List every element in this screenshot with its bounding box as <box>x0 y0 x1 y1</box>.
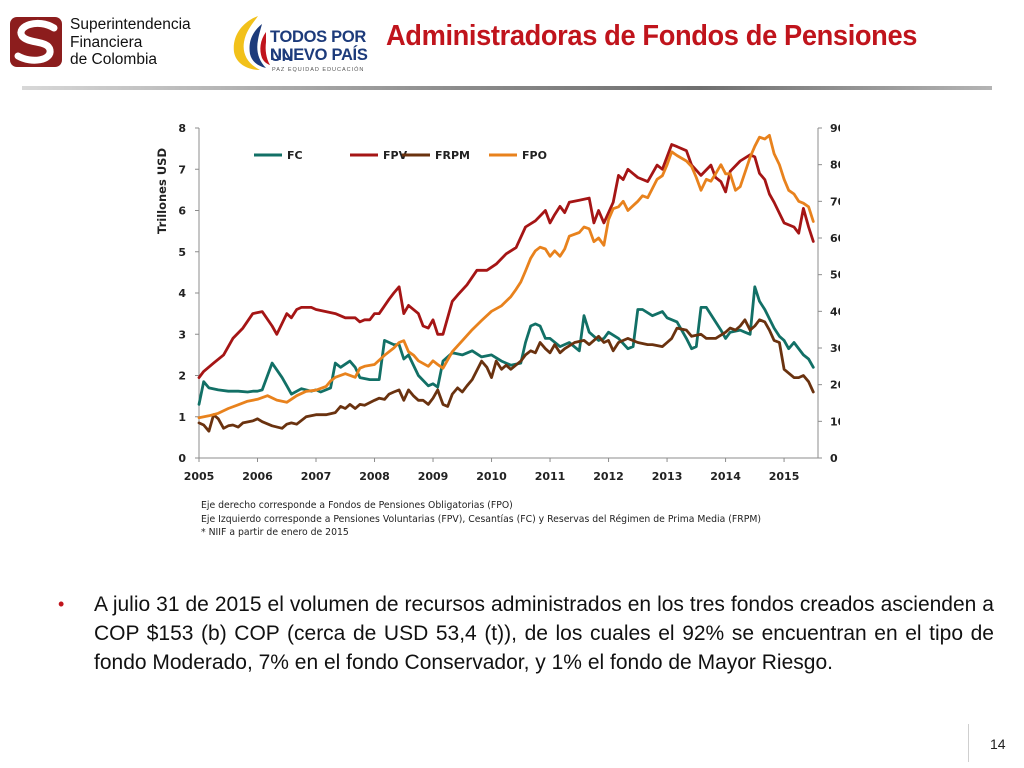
legend-label-fpo: FPO <box>522 149 547 162</box>
legend-label-fc: FC <box>287 149 303 162</box>
bullet-marker: • <box>58 594 65 614</box>
sfc-emblem-icon <box>10 17 62 67</box>
gov-logo: TODOS POR UN NUEVO PAÍS PAZ EQUIDAD EDUC… <box>228 12 378 74</box>
x-tick-label: 2005 <box>184 470 215 483</box>
y-right-tick-label: 20 <box>830 379 840 392</box>
chart-series <box>197 133 815 433</box>
header-divider <box>22 86 992 90</box>
y-left-tick-label: 7 <box>178 163 186 176</box>
sfc-logo-line-3: de Colombia <box>70 51 158 68</box>
y-left-tick-label: 3 <box>178 328 186 341</box>
series-line-fpo <box>197 133 815 420</box>
series-line-frpm <box>197 318 815 433</box>
x-tick-label: 2013 <box>652 470 683 483</box>
y-right-tick-label: 70 <box>830 195 840 208</box>
chart-note-right-axis: Eje derecho corresponde a Fondos de Pens… <box>201 500 513 511</box>
sfc-logo: Superintendencia Financiera de Colombia <box>8 14 198 70</box>
x-tick-label: 2007 <box>301 470 332 483</box>
y-right-tick-label: 50 <box>830 269 840 282</box>
gov-logo-line-1: TODOS POR UN <box>270 28 367 65</box>
page-number-box <box>968 724 1009 762</box>
chart-legend: FC FPV FRPM FPO <box>254 149 547 162</box>
y-left-tick-label: 6 <box>178 205 186 218</box>
series-line-fc <box>197 285 815 406</box>
sfc-logo-line-1: Superintendencia <box>70 16 191 33</box>
gov-emblem-icon <box>233 16 270 70</box>
page-title: Administradoras de Fondos de Pensiones <box>386 20 918 52</box>
x-tick-label: 2015 <box>769 470 800 483</box>
x-tick-label: 2010 <box>476 470 507 483</box>
y-left-tick-label: 5 <box>178 246 186 259</box>
page-number: 14 <box>990 736 1006 752</box>
x-tick-label: 2012 <box>593 470 624 483</box>
y-left-tick-label: 1 <box>178 411 186 424</box>
sfc-logo-line-2: Financiera <box>70 33 143 51</box>
y-right-tick-label: 40 <box>830 305 840 318</box>
chart-axes: 0123456780102030405060708090200520062007… <box>155 122 840 483</box>
x-tick-label: 2009 <box>418 470 449 483</box>
legend-label-fpv: FPV <box>383 149 408 162</box>
chart-note-niif: * NIIF a partir de enero de 2015 <box>201 527 349 538</box>
y-left-tick-label: 4 <box>178 287 186 300</box>
x-tick-label: 2014 <box>710 470 741 483</box>
gov-logo-line-2: NUEVO PAÍS <box>270 46 368 64</box>
y-left-tick-label: 8 <box>178 122 186 135</box>
gov-logo-tagline: PAZ EQUIDAD EDUCACIÓN <box>272 67 365 73</box>
sfc-logo-text: Superintendencia Financiera de Colombia <box>70 16 191 69</box>
summary-text: A julio 31 de 2015 el volumen de recurso… <box>94 593 994 674</box>
summary-bullet: • A julio 31 de 2015 el volumen de recur… <box>58 590 994 677</box>
chart-note-left-axis: Eje Izquierdo corresponde a Pensiones Vo… <box>201 513 761 525</box>
y-right-tick-label: 90 <box>830 122 840 135</box>
y-left-tick-label: 2 <box>178 370 186 383</box>
y-right-tick-label: 0 <box>830 452 838 465</box>
x-tick-label: 2006 <box>242 470 273 483</box>
chart-notes: Eje derecho corresponde a Fondos de Pens… <box>201 499 761 540</box>
legend-label-frpm: FRPM <box>435 149 470 162</box>
y-right-tick-label: 30 <box>830 342 840 355</box>
y-left-tick-label: 0 <box>178 452 186 465</box>
pension-funds-chart: 0123456780102030405060708090200520062007… <box>155 122 840 483</box>
y-right-tick-label: 10 <box>830 415 840 428</box>
x-tick-label: 2008 <box>359 470 390 483</box>
y-right-tick-label: 80 <box>830 159 840 172</box>
x-tick-label: 2011 <box>535 470 566 483</box>
y-axis-left-label: Trillones USD <box>155 148 169 234</box>
series-line-fpv <box>197 143 815 380</box>
y-right-tick-label: 60 <box>830 232 840 245</box>
